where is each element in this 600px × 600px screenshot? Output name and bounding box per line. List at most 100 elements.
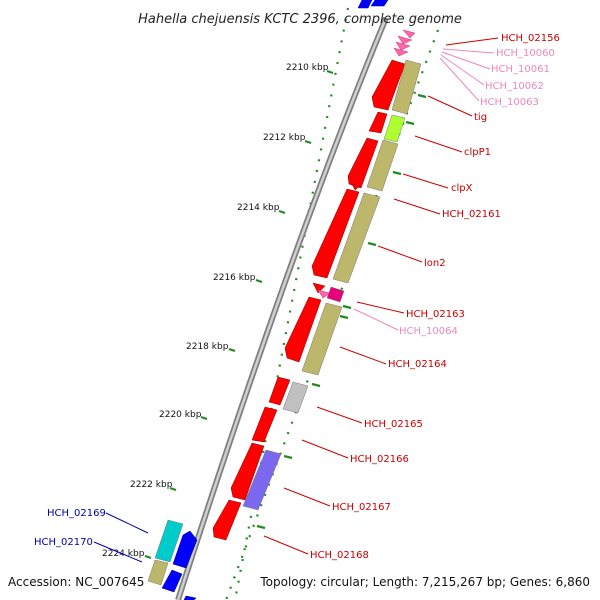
skew-mark xyxy=(342,304,352,310)
gene-labels: HCH_02156 HCH_10060 HCH_10061 HCH_10062 … xyxy=(34,33,560,561)
gene-label: HCH_10061 xyxy=(491,64,550,75)
label-leader xyxy=(356,301,405,314)
gene-label: clpP1 xyxy=(464,147,491,158)
skew-marks xyxy=(256,93,427,530)
gene-label: HCH_02167 xyxy=(332,502,391,513)
label-leader xyxy=(393,198,441,215)
label-leader xyxy=(377,245,423,263)
trna-feature xyxy=(393,47,409,57)
label-leader xyxy=(414,135,463,153)
trna-feature xyxy=(395,41,411,51)
cds-feature xyxy=(251,406,278,443)
skew-mark xyxy=(405,120,415,126)
label-leader xyxy=(439,57,480,102)
cds-feature xyxy=(371,59,406,111)
gene-label: HCH_02166 xyxy=(350,454,409,465)
cog-feature-cyan xyxy=(154,519,184,563)
cds-feature-blue xyxy=(183,595,197,600)
tick-mark xyxy=(255,278,263,284)
label-leader xyxy=(105,512,149,534)
cds-feature xyxy=(212,499,242,541)
cog-feature-grey xyxy=(282,381,309,414)
label-leaders xyxy=(93,37,499,563)
gene-label: HCH_02164 xyxy=(388,359,447,370)
skew-mark xyxy=(367,241,377,247)
cog-feature-purple xyxy=(242,449,282,511)
tick-mark xyxy=(228,347,236,353)
cds-feature xyxy=(351,183,361,191)
skew-mark xyxy=(311,382,321,388)
skew-mark xyxy=(392,170,402,176)
gene-label: HCH_02168 xyxy=(310,550,369,561)
gc-guide-line xyxy=(233,7,350,600)
gene-label: tig xyxy=(474,112,487,123)
label-leader xyxy=(402,173,449,189)
gc-skew-guide-line xyxy=(224,29,440,600)
cds-feature-blue xyxy=(172,530,198,569)
gene-label: HCH_02165 xyxy=(364,419,423,430)
cds-feature-blue xyxy=(370,0,389,7)
label-leader xyxy=(339,346,387,365)
label-leader xyxy=(263,535,309,555)
cds-feature xyxy=(368,111,388,134)
accession-text: Accession: NC_007645 xyxy=(8,575,144,589)
cds-feature xyxy=(312,282,326,294)
cds-feature xyxy=(268,376,291,406)
gene-label: HCH_10062 xyxy=(485,81,544,92)
trna-feature xyxy=(397,35,413,45)
tick-marks xyxy=(144,69,334,560)
gene-label: clpX xyxy=(451,183,473,194)
gene-label: lon2 xyxy=(424,258,446,269)
cog-feature-khaki xyxy=(332,192,381,284)
cog-feature-lime xyxy=(383,114,406,143)
trna-feature xyxy=(402,29,416,39)
gene-label: HCH_10063 xyxy=(480,97,539,108)
blue-features xyxy=(161,530,198,600)
label-leader xyxy=(301,439,349,459)
trna-feature xyxy=(317,289,331,299)
skew-mark xyxy=(283,454,293,460)
label-leader xyxy=(427,95,473,117)
gene-label: HCH_02170 xyxy=(34,537,93,548)
tick-mark xyxy=(200,415,208,421)
label-leader xyxy=(440,54,485,86)
gene-label: HCH_02161 xyxy=(442,209,501,220)
label-leader xyxy=(441,51,491,70)
map-title: Hahella chejuensis KCTC 2396, complete g… xyxy=(138,12,462,27)
cds-features xyxy=(212,59,406,541)
label-leader xyxy=(445,37,499,46)
label-leader xyxy=(353,308,399,331)
cog-feature-khaki xyxy=(301,302,343,376)
cog-feature-khaki xyxy=(391,59,422,115)
tick-label: 2210 kbp xyxy=(286,63,329,73)
gene-label: HCH_10064 xyxy=(399,326,458,337)
gene-label: HCH_02169 xyxy=(47,508,106,519)
tick-mark xyxy=(144,554,152,560)
cds-feature xyxy=(284,296,322,363)
trna-features xyxy=(317,29,416,299)
label-leader xyxy=(316,406,363,424)
gene-label: HCH_10060 xyxy=(496,48,555,59)
label-leader xyxy=(93,541,143,563)
cds-feature-blue xyxy=(357,0,373,9)
tick-label: 2220 kbp xyxy=(159,410,202,420)
cds-feature-blue xyxy=(161,569,183,593)
skew-mark xyxy=(339,314,349,320)
tick-mark xyxy=(169,486,177,492)
label-leader xyxy=(442,48,495,54)
cog-features xyxy=(147,59,422,586)
cds-feature xyxy=(230,442,265,501)
tick-label: 2218 kbp xyxy=(186,342,229,352)
skew-mark xyxy=(417,93,427,99)
cog-feature-magenta xyxy=(326,286,345,303)
cog-feature-khaki xyxy=(147,559,169,586)
skew-mark xyxy=(256,524,266,530)
tick-label: 2212 kbp xyxy=(263,133,306,143)
topology-text: Topology: circular; Length: 7,215,267 bp… xyxy=(259,575,590,589)
cds-feature xyxy=(311,188,360,279)
tick-mark xyxy=(326,69,334,75)
tick-label: 2214 kbp xyxy=(237,203,280,213)
gene-label: HCH_02163 xyxy=(406,309,465,320)
tick-label: 2222 kbp xyxy=(130,480,173,490)
